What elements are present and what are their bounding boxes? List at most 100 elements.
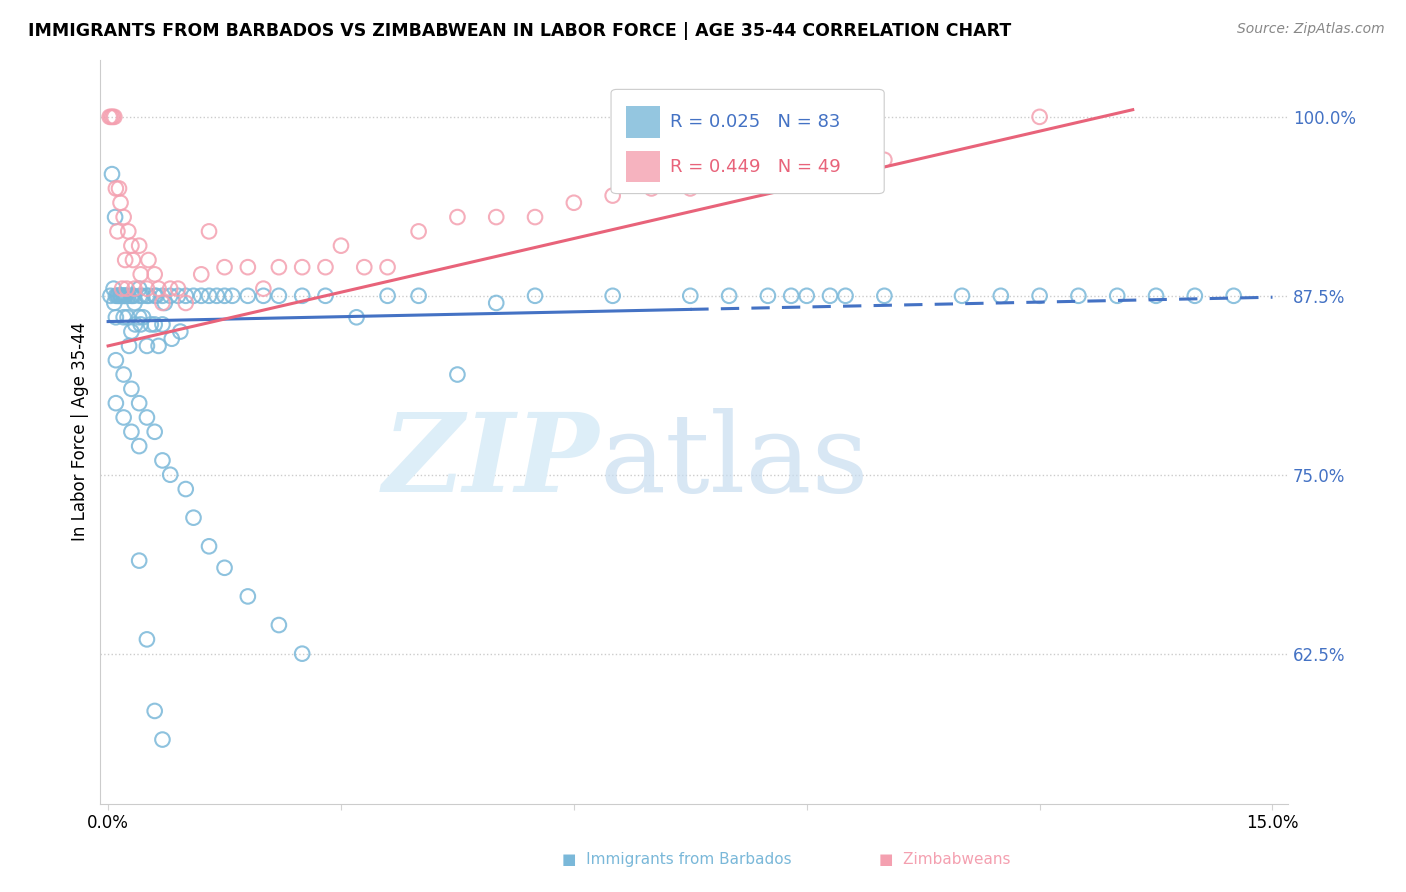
Point <box>128 238 150 252</box>
Point <box>408 289 430 303</box>
Text: R = 0.449   N = 49: R = 0.449 N = 49 <box>671 158 841 176</box>
Bar <box>627 151 659 183</box>
Point <box>120 325 142 339</box>
Point <box>124 318 146 332</box>
Point <box>796 167 818 181</box>
Point <box>990 289 1012 303</box>
Point <box>446 368 468 382</box>
Text: R = 0.025   N = 83: R = 0.025 N = 83 <box>671 113 841 131</box>
Point <box>167 282 190 296</box>
Point <box>834 289 856 303</box>
Point <box>112 410 135 425</box>
Point <box>100 110 122 124</box>
Point <box>101 110 124 124</box>
Point <box>152 318 174 332</box>
Point <box>143 268 166 282</box>
Point <box>115 282 138 296</box>
Point <box>718 289 741 303</box>
Point <box>153 296 176 310</box>
Point <box>377 289 399 303</box>
Point <box>562 195 585 210</box>
Point <box>174 296 197 310</box>
Point <box>101 167 124 181</box>
Point <box>524 289 547 303</box>
Point <box>314 289 336 303</box>
Point <box>252 282 274 296</box>
Point <box>679 181 702 195</box>
Point <box>145 289 167 303</box>
Point <box>110 195 132 210</box>
Point <box>120 425 142 439</box>
Point <box>679 289 702 303</box>
Point <box>120 238 142 252</box>
Point <box>314 260 336 275</box>
Text: ■  Immigrants from Barbados: ■ Immigrants from Barbados <box>562 852 792 867</box>
Point <box>110 289 132 303</box>
Point <box>485 296 508 310</box>
Point <box>111 289 134 303</box>
Point <box>190 268 212 282</box>
Point <box>190 289 212 303</box>
Point <box>159 282 181 296</box>
Point <box>104 310 127 325</box>
Point <box>214 260 236 275</box>
Point <box>174 482 197 496</box>
Point <box>873 153 896 167</box>
Point <box>160 332 183 346</box>
Point <box>138 289 160 303</box>
Point <box>139 318 162 332</box>
Point <box>524 210 547 224</box>
Point <box>1067 289 1090 303</box>
Point <box>135 282 157 296</box>
Point <box>129 289 152 303</box>
Point <box>214 289 236 303</box>
Point <box>236 590 259 604</box>
Point <box>236 260 259 275</box>
Point <box>98 110 121 124</box>
Point <box>128 282 150 296</box>
Point <box>1107 289 1129 303</box>
Point <box>128 310 150 325</box>
Point <box>110 289 132 303</box>
Point <box>152 289 174 303</box>
Point <box>346 310 368 325</box>
Point <box>330 238 353 252</box>
Point <box>169 325 191 339</box>
Point <box>112 210 135 224</box>
Point <box>780 289 803 303</box>
Point <box>114 289 136 303</box>
Point <box>148 282 170 296</box>
Point <box>122 289 145 303</box>
Point <box>128 396 150 410</box>
Point <box>818 289 841 303</box>
Point <box>152 453 174 467</box>
Point <box>114 252 136 267</box>
Point <box>143 289 166 303</box>
Point <box>198 224 221 238</box>
Point <box>950 289 973 303</box>
Point <box>221 289 243 303</box>
Point <box>796 289 818 303</box>
Point <box>118 339 141 353</box>
Point <box>214 561 236 575</box>
Point <box>135 410 157 425</box>
Point <box>446 210 468 224</box>
Point <box>100 289 122 303</box>
Point <box>129 268 152 282</box>
Point <box>108 181 131 195</box>
Point <box>1222 289 1244 303</box>
Point <box>1184 289 1206 303</box>
Point <box>291 289 314 303</box>
Point <box>112 289 135 303</box>
Point <box>121 289 143 303</box>
Point <box>103 282 125 296</box>
Point <box>236 289 259 303</box>
Point <box>107 224 129 238</box>
Point <box>353 260 375 275</box>
Point <box>183 510 205 524</box>
Point <box>267 260 290 275</box>
Point <box>129 318 152 332</box>
Text: IMMIGRANTS FROM BARBADOS VS ZIMBABWEAN IN LABOR FORCE | AGE 35-44 CORRELATION CH: IMMIGRANTS FROM BARBADOS VS ZIMBABWEAN I… <box>28 22 1011 40</box>
Point <box>143 318 166 332</box>
Point <box>135 632 157 647</box>
